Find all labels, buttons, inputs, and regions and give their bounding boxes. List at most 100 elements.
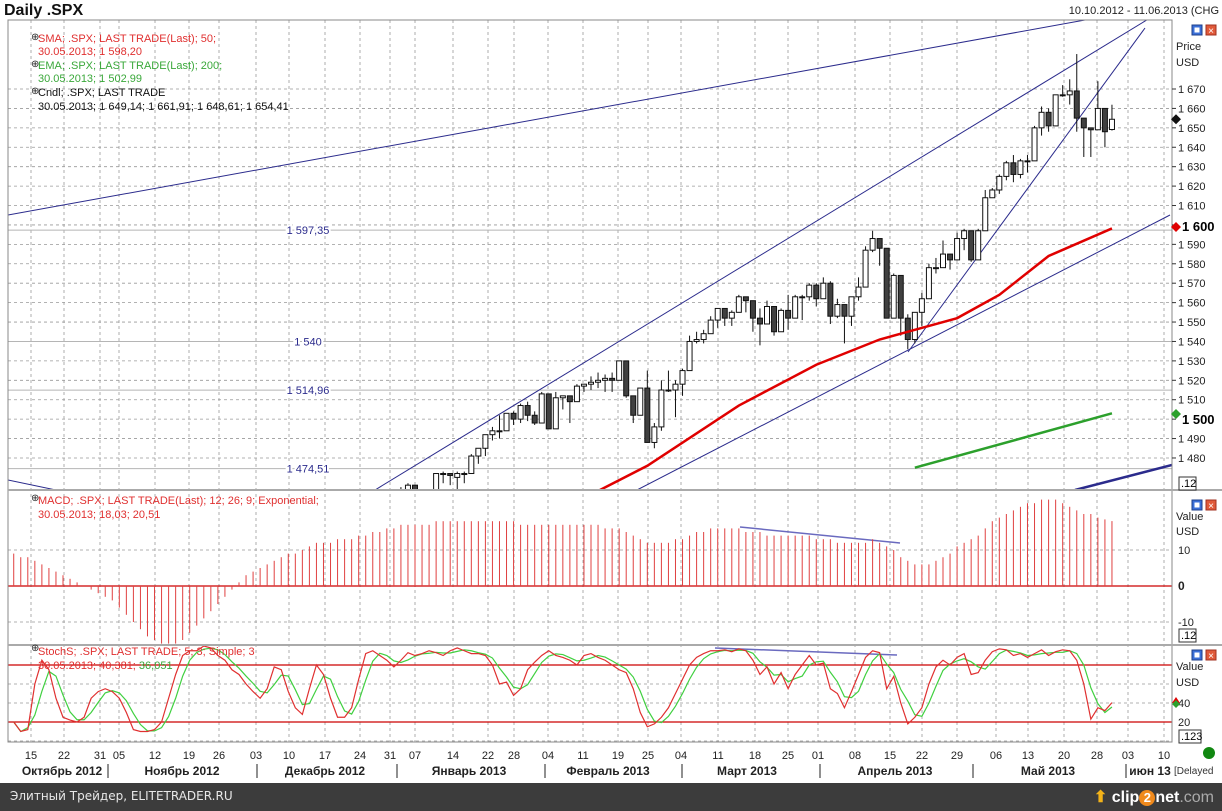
candle: [834, 298, 841, 319]
trendline[interactable]: [374, 18, 1150, 490]
close-panel-icon[interactable]: [1205, 24, 1217, 36]
candle: [552, 391, 559, 430]
candle-body: [1087, 127, 1094, 131]
candle-body: [672, 383, 679, 391]
maximize-panel-glyph: [1194, 502, 1200, 508]
trendline[interactable]: [8, 20, 1086, 216]
candle: [841, 304, 848, 344]
settings-icon[interactable]: ⊕: [31, 643, 39, 654]
trendline[interactable]: [1074, 463, 1172, 490]
candle: [1087, 127, 1094, 157]
candle: [876, 238, 883, 266]
candle: [496, 415, 503, 439]
x-tick-label: 14: [447, 750, 459, 762]
trendline[interactable]: [8, 479, 75, 494]
x-tick-label: 25: [782, 750, 794, 762]
candle: [890, 273, 897, 319]
candle-body: [440, 473, 447, 476]
sma-marker-icon: [1171, 222, 1181, 232]
level-label: 1 597,35: [287, 225, 330, 237]
stoch-divergence-line[interactable]: [714, 647, 898, 656]
candle-body: [968, 230, 975, 261]
close-panel-icon[interactable]: [1205, 499, 1217, 511]
candle: [764, 300, 770, 325]
candle-body: [538, 393, 545, 424]
candle-body: [890, 274, 897, 319]
trendlines[interactable]: [8, 18, 1172, 656]
ema-marker-icon: [1171, 409, 1181, 419]
moving-averages: [597, 227, 1113, 490]
stoch-axis-unit: USD: [1176, 677, 1199, 689]
legend-stoch[interactable]: ⊕ StochS; .SPX; LAST TRADE; 5; 3; Simple…: [31, 643, 255, 672]
trendline[interactable]: [907, 27, 1146, 353]
candle: [1080, 117, 1087, 157]
candle-body: [764, 306, 770, 325]
candle: [573, 384, 580, 403]
close-panel-glyph: ×: [1208, 26, 1214, 37]
macd-divergence-line[interactable]: [739, 526, 901, 544]
candle-body: [771, 306, 778, 333]
candle-legend-line2: 30.05.2013; 1 649,14; 1 661,91; 1 648,61…: [38, 101, 289, 113]
candle: [707, 316, 714, 335]
footer-bar: Элитный Трейдер, ELITETRADER.RU ⬆ clip 2 n…: [0, 783, 1222, 811]
candle: [475, 447, 482, 464]
candle: [440, 471, 447, 484]
macd-tick-label: 0: [1178, 579, 1185, 593]
candle-body: [897, 274, 904, 319]
candle-body: [644, 387, 651, 443]
legend-sma[interactable]: ⊕ SMA; .SPX; LAST TRADE(Last); 50; 30.05…: [31, 32, 216, 58]
candle: [616, 360, 623, 381]
candle: [1059, 85, 1066, 97]
y-tick-label: 1 650: [1178, 123, 1206, 135]
level-label: 1 540: [294, 336, 322, 348]
candle: [651, 423, 658, 449]
candle-body: [404, 484, 411, 490]
candle-body: [883, 247, 890, 319]
candle: [566, 395, 573, 424]
candle-body: [573, 385, 580, 403]
candle: [714, 307, 721, 328]
candle-body: [545, 393, 552, 430]
x-tick-label: 08: [849, 750, 861, 762]
candle-body: [637, 387, 644, 416]
candle: [595, 372, 602, 389]
candle: [799, 294, 806, 321]
candle-legend-line1: Cndl; .SPX; LAST TRADE: [38, 87, 165, 99]
candle-body: [1059, 94, 1066, 97]
maximize-panel-glyph: [1194, 27, 1200, 33]
x-month-label: Декабрь 2012: [285, 764, 366, 778]
legend-candles[interactable]: ⊕ Cndl; .SPX; LAST TRADE 30.05.2013; 1 6…: [31, 86, 289, 113]
settings-icon[interactable]: ⊕: [31, 86, 39, 97]
scale-box-price[interactable]: .12: [1178, 476, 1197, 491]
candle-body: [447, 473, 454, 476]
y-tick-label: 1 510: [1178, 395, 1206, 407]
scale-box-macd[interactable]: .12: [1178, 628, 1197, 643]
legend-macd[interactable]: ⊕ MACD; .SPX; LAST TRADE(Last); 12; 26; …: [31, 493, 319, 521]
x-tick-label: 28: [508, 750, 520, 762]
settings-icon[interactable]: ⊕: [31, 59, 39, 70]
x-month-label: Апрель 2013: [858, 764, 933, 778]
scale-box-stoch[interactable]: .123: [1178, 729, 1202, 744]
candle: [848, 296, 855, 326]
stoch-k-line: [13, 645, 1113, 733]
clip2net-logo[interactable]: ⬆ clip 2 net.com: [1094, 787, 1214, 807]
legend-ema[interactable]: ⊕ EMA; .SPX; LAST TRADE(Last); 200; 30.0…: [31, 59, 222, 85]
trendline[interactable]: [636, 214, 1171, 490]
stoch-d-marker-icon: [1172, 700, 1180, 708]
settings-icon[interactable]: ⊕: [31, 493, 39, 504]
settings-icon[interactable]: ⊕: [31, 32, 39, 43]
candle-body: [1031, 127, 1038, 162]
candle-body: [503, 412, 510, 432]
candle: [693, 331, 700, 344]
y-tick-label: 1 570: [1178, 278, 1206, 290]
stoch-tick-label: 40: [1178, 698, 1190, 710]
candle-body: [1101, 107, 1108, 133]
macd-histogram: [13, 499, 1113, 644]
candle: [1024, 155, 1031, 173]
x-tick-label: 26: [213, 750, 225, 762]
candle: [503, 412, 510, 432]
x-tick-label: 18: [749, 750, 761, 762]
close-panel-icon[interactable]: [1205, 649, 1217, 661]
candle: [538, 391, 545, 424]
